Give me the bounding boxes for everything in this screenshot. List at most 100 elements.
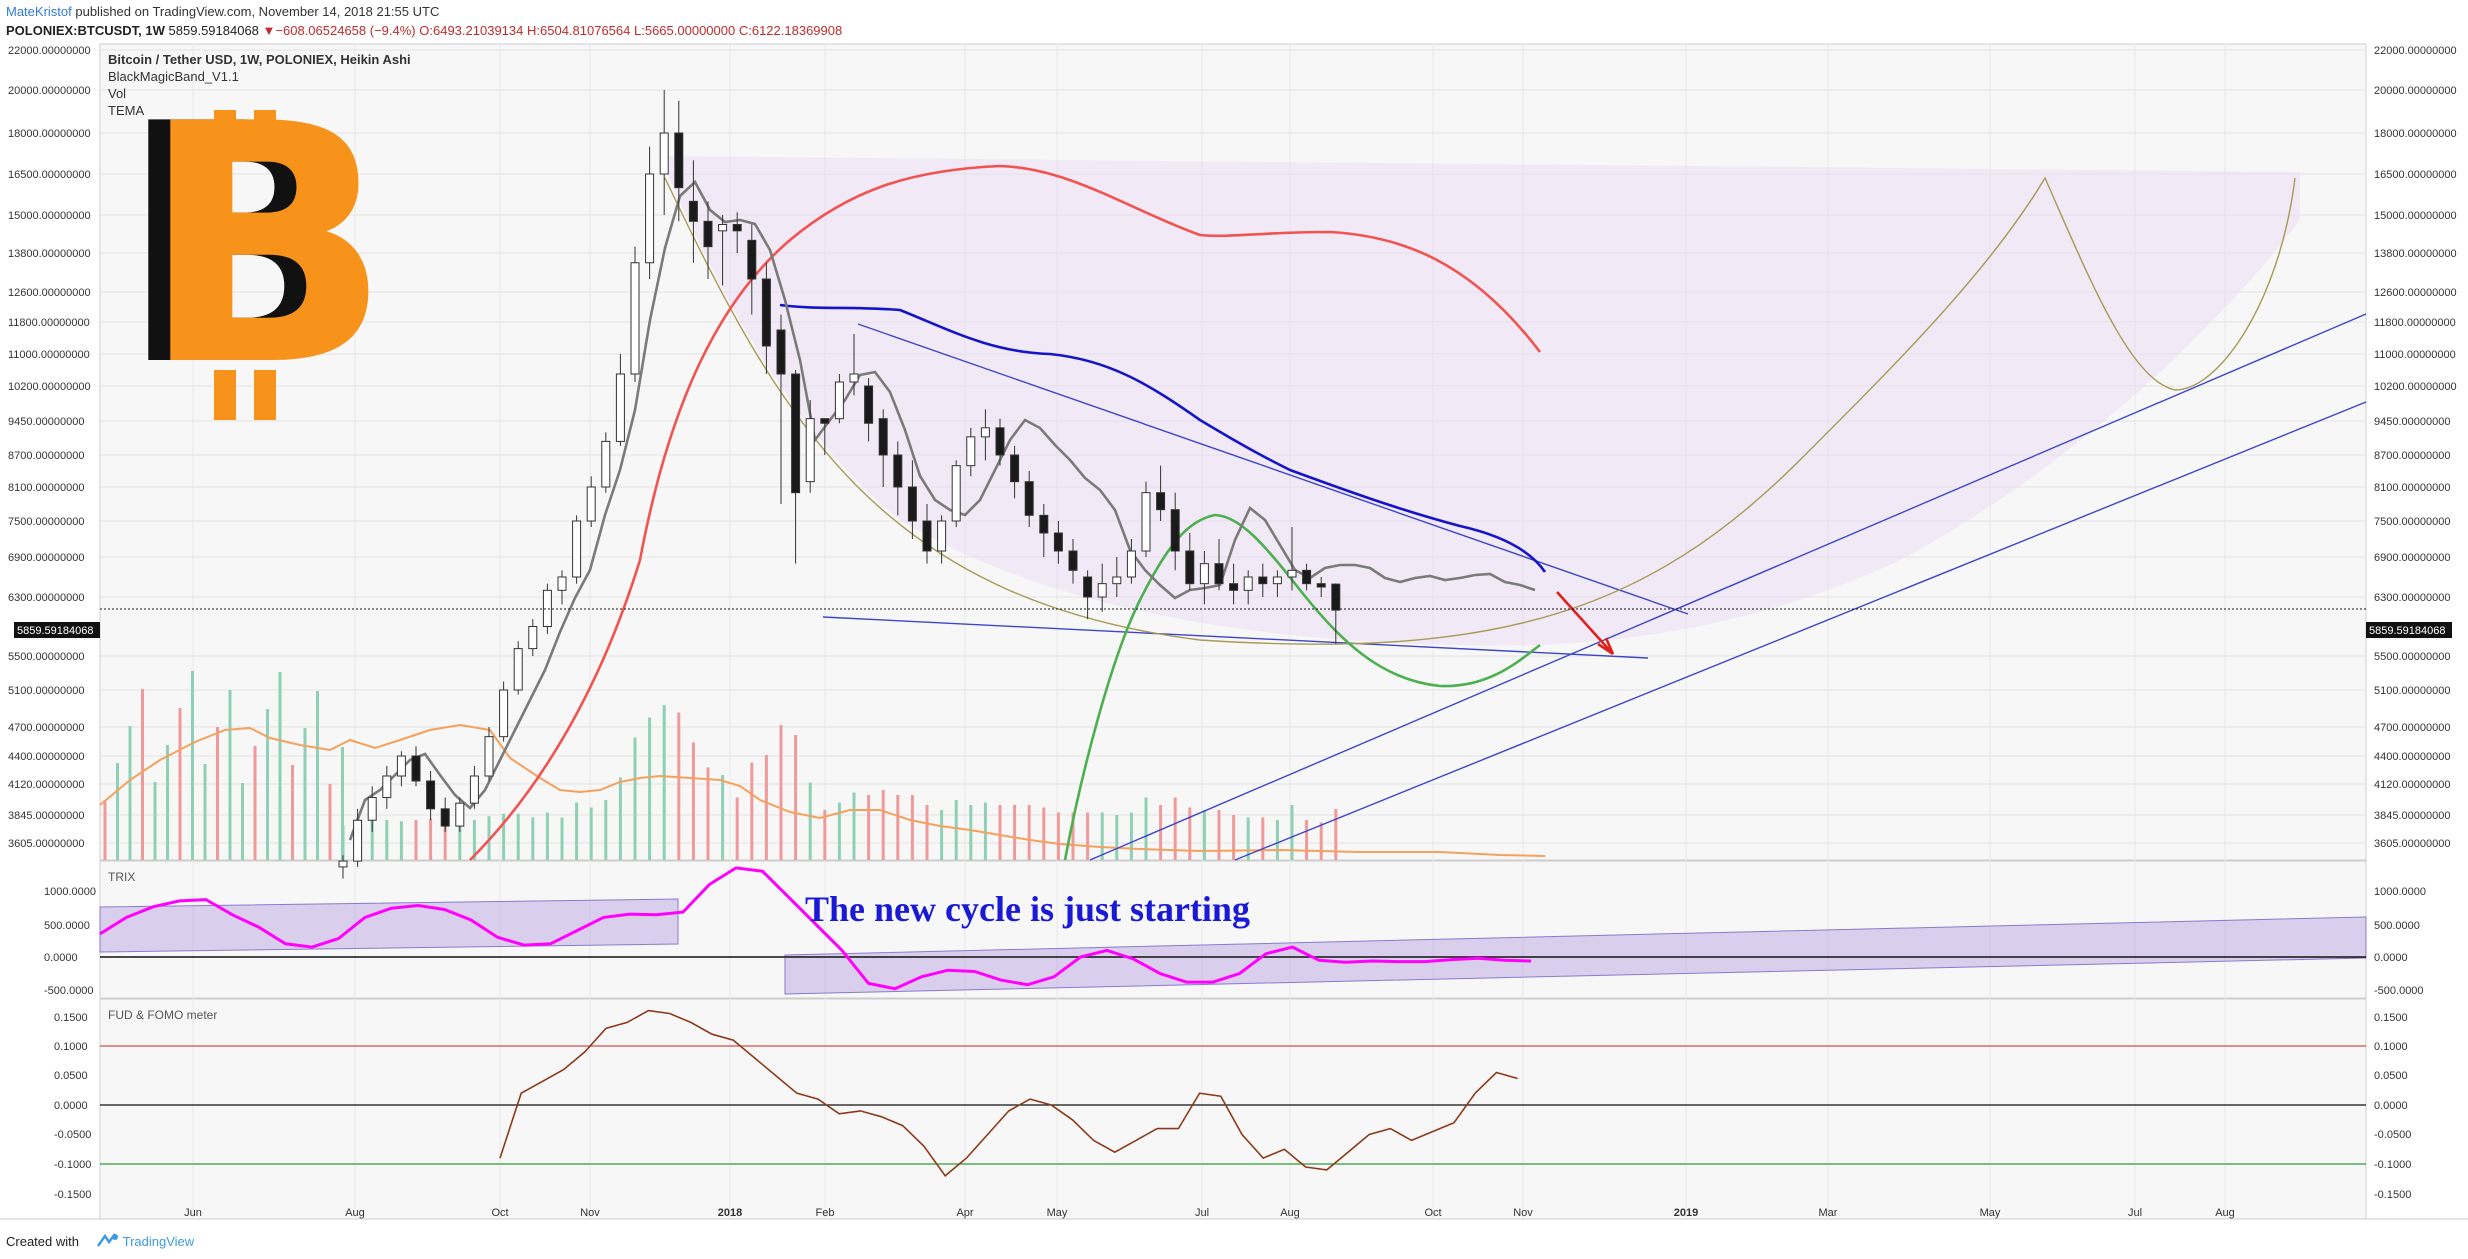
price-tick-label-left: 18000.00000000 (8, 128, 91, 140)
legend-item-band[interactable]: BlackMagicBand_V1.1 (108, 69, 239, 84)
candle (601, 432, 611, 493)
tradingview-logo-icon[interactable] (96, 1232, 119, 1253)
legend-item-tema[interactable]: TEMA (108, 103, 144, 118)
fud-label: FUD & FOMO meter (108, 1008, 217, 1022)
candle-body (1010, 454, 1020, 483)
volume-bar (1319, 822, 1323, 860)
trix-tick-label-right: 1000.0000 (2374, 886, 2426, 898)
volume-bar (1100, 812, 1104, 860)
volume-bar (808, 782, 812, 860)
legend-title: Bitcoin / Tether USD, 1W, POLONIEX, Heik… (108, 52, 411, 67)
candle (966, 427, 976, 477)
volume-bar (1261, 817, 1265, 860)
price-tick-label-right: 5500.00000000 (2374, 651, 2450, 663)
candle (820, 418, 830, 455)
author-link[interactable]: MateKristof (6, 4, 72, 19)
candle (878, 409, 888, 487)
candle (484, 727, 494, 781)
candle-body (542, 589, 552, 627)
volume-bar (141, 689, 144, 860)
footer: Created with TradingView (6, 1232, 194, 1253)
tema-line (348, 179, 1536, 841)
time-tick-label: May (1980, 1207, 2001, 1219)
chart-canvas[interactable]: B B Bitcoin / Tether USD, 1W, POLONIEX, … (0, 40, 2468, 1230)
candle-body (747, 239, 757, 280)
candle-body (907, 486, 917, 522)
trix-line (99, 866, 1532, 991)
price-tick-label-right: 3845.00000000 (2374, 810, 2450, 822)
main-panel[interactable] (99, 43, 2367, 861)
fud-tick-label-right: -0.0500 (2374, 1129, 2411, 1141)
candle (542, 583, 552, 634)
candle (528, 619, 538, 656)
candle-body (1126, 550, 1136, 578)
trix-tick-label-left: 1000.0000 (44, 886, 96, 898)
gridlines (100, 44, 2366, 1219)
volume-bar (278, 672, 282, 860)
candle-body (805, 418, 815, 483)
fud-tick-label-right: -0.1500 (2374, 1189, 2411, 1201)
candle (411, 746, 421, 787)
trix-axis: 1000.0000 1000.0000 500.0000 500.0000 0.0000… (44, 886, 2426, 997)
volume-bar (1086, 812, 1090, 860)
volume-bar (1144, 797, 1148, 860)
candlestick-series[interactable] (338, 90, 1341, 879)
price-axis[interactable]: 22000.00000000 22000.00000000 20000.000000… (8, 45, 2457, 850)
candle-body (630, 262, 640, 375)
price-tick-label-left: 8100.00000000 (8, 482, 84, 494)
volume-ma-line (99, 723, 1546, 857)
price-tag-right: 5859.59184068 (2366, 622, 2452, 638)
candle (732, 212, 742, 253)
volume-bar (1334, 809, 1338, 860)
fud-panel[interactable] (99, 998, 2367, 1220)
volume-bar (1115, 815, 1119, 860)
volume-bar (954, 800, 958, 860)
price-tick-label-right: 7500.00000000 (2374, 516, 2450, 528)
volume-bar (1232, 815, 1236, 860)
candle (1331, 583, 1341, 644)
candle (893, 441, 903, 516)
candle (1199, 551, 1209, 605)
volume-bar (969, 805, 973, 860)
candle-body (1141, 492, 1151, 552)
red-band-line (469, 164, 1542, 861)
candle-body (1068, 550, 1078, 571)
volume-bar (633, 737, 637, 860)
volume-bar (940, 810, 944, 860)
candle-body (878, 418, 888, 456)
price-tick-label-right: 4700.00000000 (2374, 722, 2450, 734)
volume-bar (837, 802, 841, 860)
candle-body (528, 626, 538, 650)
volume-bar (852, 792, 856, 860)
candle-body (645, 173, 655, 264)
time-axis[interactable]: Jun Aug Oct Nov 2018 Feb Apr May Jul Aug Oct Nov 201… (184, 1207, 2235, 1219)
volume-bar (216, 727, 219, 860)
volume-bar (241, 783, 244, 860)
legend-item-vol[interactable]: Vol (108, 86, 126, 101)
candle (718, 215, 728, 286)
candle (396, 751, 406, 787)
fud-tick-label-right: 0.0500 (2374, 1070, 2408, 1082)
low-value: L:5665.00000000 (634, 23, 736, 38)
candle-body (396, 755, 406, 777)
candle (761, 262, 771, 374)
candle (937, 515, 947, 564)
volume-bar (545, 812, 549, 860)
volume-bar (735, 797, 739, 860)
created-with: Created with (6, 1234, 79, 1249)
volume-bar (316, 691, 319, 860)
candle (1229, 563, 1239, 605)
volume-bar (1217, 810, 1221, 860)
candle (1097, 563, 1107, 612)
time-tick-label: Nov (580, 1207, 600, 1219)
legend: Bitcoin / Tether USD, 1W, POLONIEX, Heik… (108, 52, 411, 118)
volume-bar (1013, 805, 1017, 860)
tradingview-link[interactable]: TradingView (122, 1234, 195, 1249)
fud-tick-label-left: -0.1500 (54, 1189, 91, 1201)
candle-body (1039, 514, 1049, 534)
candle (1039, 504, 1049, 557)
price-tick-label-right: 4120.00000000 (2374, 779, 2450, 791)
candle (1053, 521, 1063, 564)
volume-bar (925, 805, 929, 860)
price-tick-label-right: 6900.00000000 (2374, 552, 2450, 564)
